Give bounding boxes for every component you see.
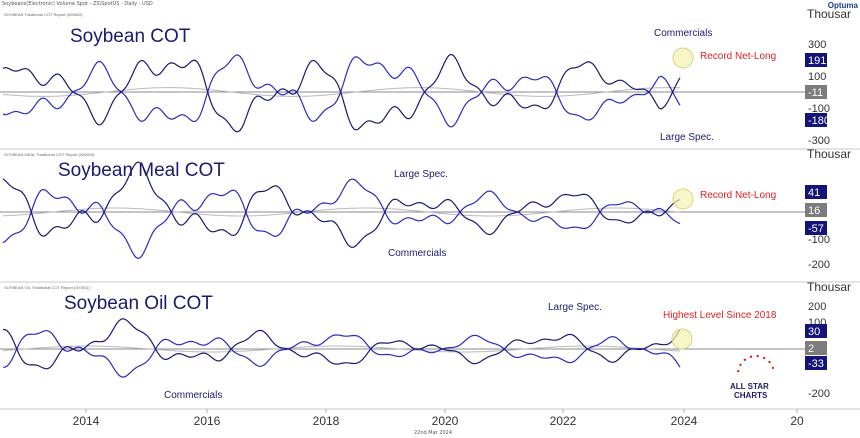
watermark-line1: ALL STAR: [730, 382, 769, 391]
report-label: SOYBEAN OIL Traditional COT Report (0076…: [4, 285, 91, 290]
x-tick-label: 2014: [73, 414, 100, 428]
y-tick-label: -300: [808, 135, 830, 147]
series-annotation-top: Commercials: [654, 28, 712, 39]
last-value-text: -180: [808, 115, 830, 127]
star-dot: [743, 358, 747, 361]
last-value-text: -33: [808, 358, 824, 370]
last-value-badge: [805, 324, 827, 338]
y-unit-label: Thousar: [807, 280, 851, 294]
star-dot: [762, 356, 766, 360]
y-tick-label: 100: [808, 71, 826, 83]
last-value-text: 16: [808, 205, 820, 217]
series-line-top: [2, 318, 681, 370]
last-value-text: 191: [808, 55, 826, 67]
x-tick-label: 2024: [671, 414, 698, 428]
series-annotation-bottom: Commercials: [388, 248, 446, 259]
footer-date: 22nd Mar 2024: [414, 430, 453, 436]
last-value-text: 41: [808, 187, 820, 199]
callout-text: Record Net-Long: [700, 51, 776, 62]
cot-panel-2: SOYBEAN MEAL Traditional COT Report (026…: [0, 147, 860, 271]
commercials-or-spec-series: [2, 330, 681, 378]
net-line-series: [2, 207, 681, 217]
last-value-badge: [805, 53, 827, 67]
last-value-badge: [805, 113, 827, 127]
star-dot: [756, 354, 759, 358]
star-dot: [737, 369, 740, 373]
y-tick-label: -200: [808, 259, 830, 271]
y-tick-label: -100: [808, 103, 830, 115]
series-line-top: [2, 53, 681, 133]
star-dot: [771, 366, 775, 370]
highlight-circle: [672, 47, 694, 69]
x-tick-label: 2022: [550, 414, 577, 428]
commercials-or-spec-series: [2, 54, 681, 128]
callout-text: Highest Level Since 2018: [663, 310, 777, 321]
panel-title: Soybean Meal COT: [58, 160, 225, 181]
x-tick-label: 2016: [194, 414, 221, 428]
last-value-badge: [805, 341, 827, 355]
series-annotation-bottom: Large Spec.: [660, 132, 714, 143]
highlight-circle: [671, 328, 693, 350]
window-title: Soybeans(Electronic) Volume Spot - ZS\Sp…: [2, 1, 153, 7]
x-tick-label: 2020: [432, 414, 459, 428]
last-value-text: 30: [808, 326, 820, 338]
y-tick-label: -100: [808, 234, 830, 246]
y-unit-label: Thousar: [807, 147, 851, 161]
cot-panel-1: SOYBEAN Traditional COT Report (005602) S…: [0, 7, 851, 147]
y-tick-label: 200: [808, 301, 826, 313]
series-annotation-bottom: Commercials: [164, 390, 222, 401]
star-dot: [768, 360, 771, 364]
last-value-badge: [805, 221, 827, 235]
highlight-circle: [672, 188, 694, 210]
x-axis: 2014 2016 2018 2020 2022 2024 20: [0, 408, 860, 428]
commercials-or-spec-series: [2, 178, 681, 260]
cot-panel-3: SOYBEAN OIL Traditional COT Report (0076…: [0, 280, 860, 401]
series-annotation-top: Large Spec.: [394, 169, 448, 180]
panel-title: Soybean COT: [70, 26, 191, 47]
panel-title: Soybean Oil COT: [64, 293, 213, 314]
net-line-series: [2, 345, 681, 353]
star-dot: [749, 355, 753, 358]
y-unit-label: Thousar: [807, 7, 851, 21]
y-tick-label: 300: [808, 39, 826, 51]
report-label: SOYBEAN Traditional COT Report (005602): [4, 12, 83, 17]
last-value-text: 2: [808, 343, 814, 355]
last-value-badge: [805, 203, 827, 217]
star-dot: [739, 363, 742, 367]
brand-logo: Optuma: [827, 1, 858, 10]
series-line-top: [2, 161, 681, 249]
y-tick-label: -200: [808, 388, 830, 400]
report-label: SOYBEAN MEAL Traditional COT Report (026…: [4, 152, 95, 157]
last-value-text: -11: [808, 87, 823, 99]
watermark-line2: CHARTS: [734, 391, 768, 400]
series-annotation-top: Large Spec.: [548, 302, 602, 313]
x-tick-label: 20: [790, 414, 804, 428]
callout-text: Record Net-Long: [700, 190, 776, 201]
x-tick-label: 2018: [313, 414, 340, 428]
last-value-text: -57: [808, 223, 824, 235]
last-value-badge: [805, 85, 827, 99]
last-value-badge: [805, 356, 827, 370]
last-value-badge: [805, 185, 827, 199]
